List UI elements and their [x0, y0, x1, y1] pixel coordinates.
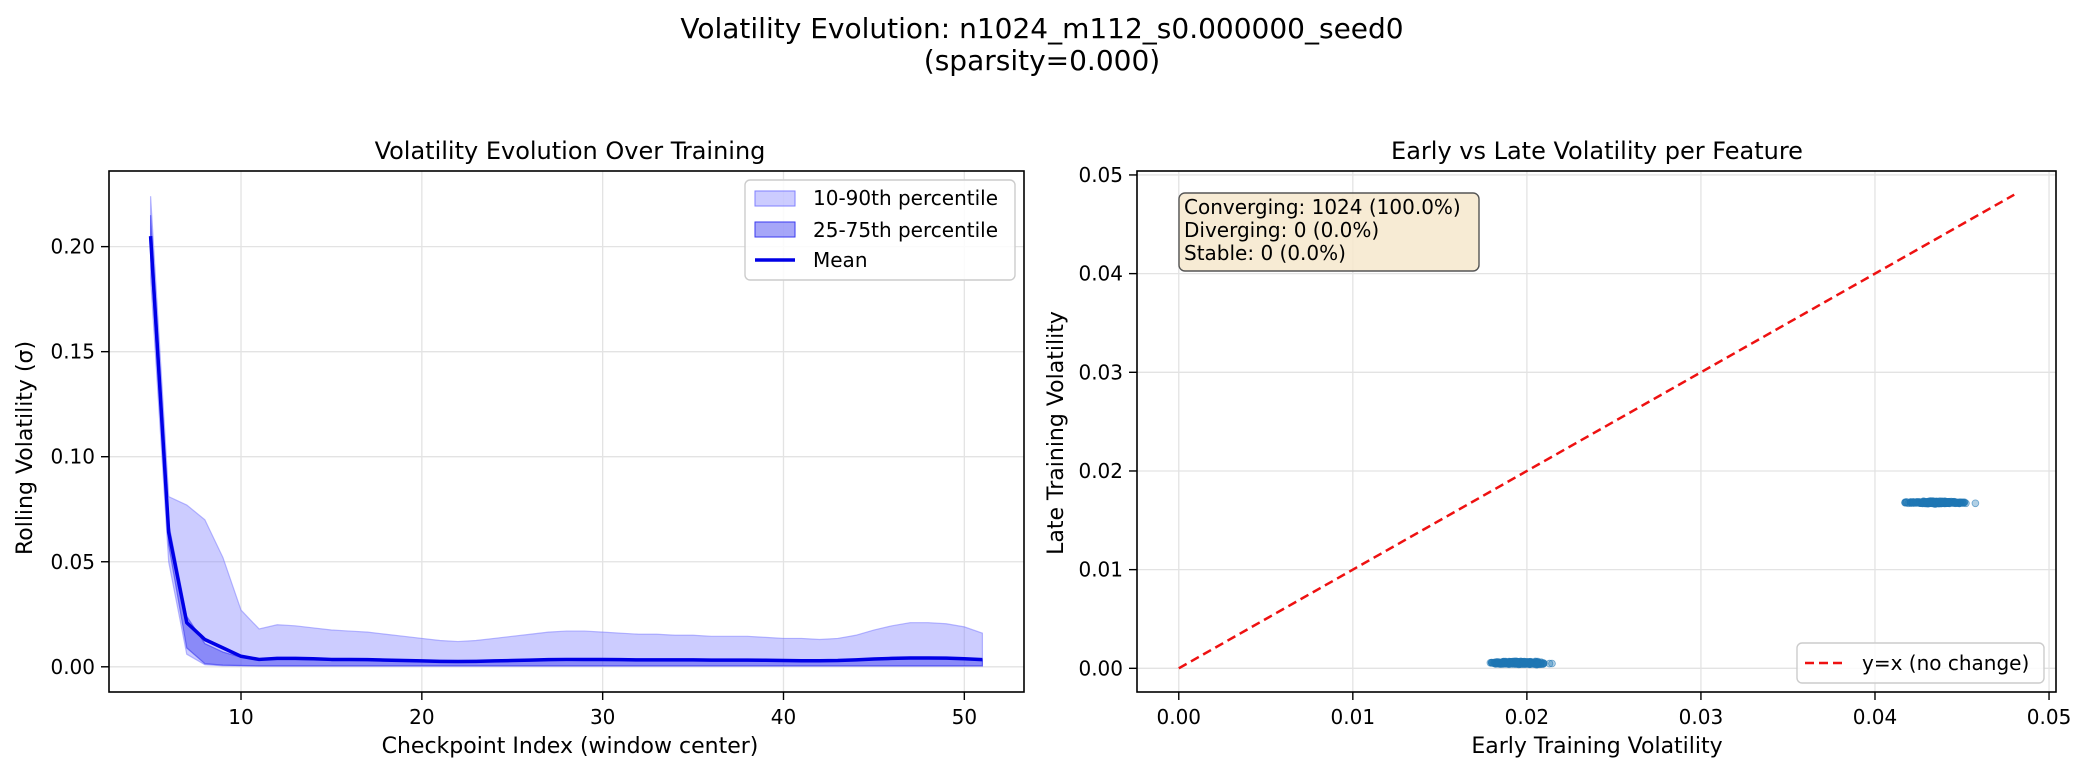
stats-line-stable: Stable: 0 (0.0%)	[1184, 241, 1346, 265]
right-x-tick-label: 0.03	[1679, 705, 1724, 729]
left-x-tick-label: 40	[771, 705, 796, 729]
left-y-tick-label: 0.00	[50, 655, 95, 679]
right-legend-frame	[1796, 642, 2045, 684]
suptitle-line-2: (sparsity=0.000)	[924, 44, 1160, 77]
suptitle-line-1: Volatility Evolution: n1024_m112_s0.0000…	[680, 12, 1403, 45]
scatter-point	[1944, 499, 1952, 507]
left-plot-area	[148, 196, 984, 667]
left-x-axis-label: Checkpoint Index (window center)	[382, 734, 759, 759]
left-x-ticks: 10 20 30 40 50	[228, 692, 977, 729]
right-x-tick-label: 0.00	[1157, 705, 1202, 729]
legend-label-10-90: 10-90th percentile	[813, 186, 998, 210]
legend-label-diagonal: y=x (no change)	[1862, 651, 2029, 675]
scatter-point	[1527, 659, 1535, 668]
scatter-point	[1924, 498, 1933, 506]
left-y-ticks: 0.00 0.05 0.10 0.15 0.20	[50, 235, 109, 679]
scatter-point	[1548, 659, 1556, 668]
scatter-point	[1487, 658, 1496, 667]
left-y-tick-label: 0.10	[50, 445, 95, 469]
left-x-tick-label: 20	[409, 705, 434, 729]
left-x-tick-label: 50	[952, 705, 977, 729]
legend-label-mean: Mean	[813, 248, 868, 272]
right-plot-area	[1178, 193, 2015, 670]
right-x-tick-label: 0.04	[1853, 705, 1898, 729]
left-x-tick-label: 30	[590, 705, 615, 729]
scatter-point	[1499, 659, 1508, 667]
right-x-axis-label: Early Training Volatility	[1471, 734, 1722, 759]
scatter-point	[1496, 659, 1505, 667]
legend-swatch-10-90	[754, 190, 796, 207]
stats-box-background	[1178, 192, 1480, 272]
scatter-point	[1512, 658, 1521, 666]
right-y-tick-label: 0.05	[1078, 163, 1123, 187]
stats-line-diverging: Diverging: 0 (0.0%)	[1184, 218, 1379, 242]
stats-annotation-box: Converging: 1024 (100.0%) Diverging: 0 (…	[1178, 192, 1480, 272]
right-x-tick-label: 0.05	[2027, 705, 2072, 729]
left-chart: Volatility Evolution Over Training 10 20 3…	[13, 137, 1025, 759]
diagonal-reference-line	[1178, 193, 2015, 670]
stats-line-converging: Converging: 1024 (100.0%)	[1184, 195, 1461, 219]
scatter-point	[1951, 499, 1959, 507]
right-x-tick-label: 0.02	[1505, 705, 1550, 729]
scatter-point	[1930, 498, 1939, 507]
right-y-axis-label: Late Training Volatility	[1044, 311, 1069, 555]
scatter-point	[1938, 497, 1946, 506]
left-y-tick-label: 0.15	[50, 340, 95, 364]
right-axes-frame	[1136, 170, 2057, 693]
right-legend: y=x (no change)	[1796, 642, 2045, 684]
right-y-tick-label: 0.01	[1078, 558, 1123, 582]
mean-line	[148, 236, 983, 664]
right-y-tick-label: 0.03	[1078, 360, 1123, 384]
left-axes-frame	[108, 170, 1025, 693]
scatter-point	[1519, 658, 1528, 666]
right-x-ticks: 0.00 0.01 0.02 0.03 0.04 0.05	[1157, 692, 2072, 729]
scatter-point	[1910, 498, 1918, 507]
left-chart-title: Volatility Evolution Over Training	[375, 137, 766, 165]
scatter-point	[1532, 660, 1541, 669]
scatter-point	[1545, 659, 1554, 668]
right-y-ticks: 0.00 0.01 0.02 0.03 0.04 0.05	[1078, 163, 1137, 680]
left-legend: 10-90th percentile 25-75th percentile Me…	[744, 179, 1016, 281]
scatter-point	[1959, 499, 1967, 508]
right-x-tick-label: 0.01	[1331, 705, 1376, 729]
left-y-tick-label: 0.20	[50, 235, 95, 259]
legend-swatch-25-75	[754, 221, 796, 238]
band-25-75	[149, 215, 984, 667]
left-legend-frame	[744, 179, 1016, 281]
right-chart-title: Early vs Late Volatility per Feature	[1391, 137, 1803, 165]
left-x-tick-label: 10	[228, 705, 253, 729]
legend-label-25-75: 25-75th percentile	[813, 218, 998, 242]
right-y-tick-label: 0.02	[1078, 459, 1123, 483]
right-y-tick-label: 0.00	[1078, 656, 1123, 680]
left-y-axis-label: Rolling Volatility (σ)	[13, 341, 38, 555]
left-y-tick-label: 0.05	[50, 550, 95, 574]
scatter-point	[1524, 659, 1532, 667]
right-y-tick-label: 0.04	[1078, 262, 1123, 286]
scatter-point	[1927, 498, 1935, 507]
scatter-point	[1971, 499, 1980, 508]
scatter-points	[1486, 497, 1980, 669]
scatter-point	[1902, 498, 1911, 507]
right-chart: Early vs Late Volatility per Feature 0.0…	[1044, 137, 2071, 759]
